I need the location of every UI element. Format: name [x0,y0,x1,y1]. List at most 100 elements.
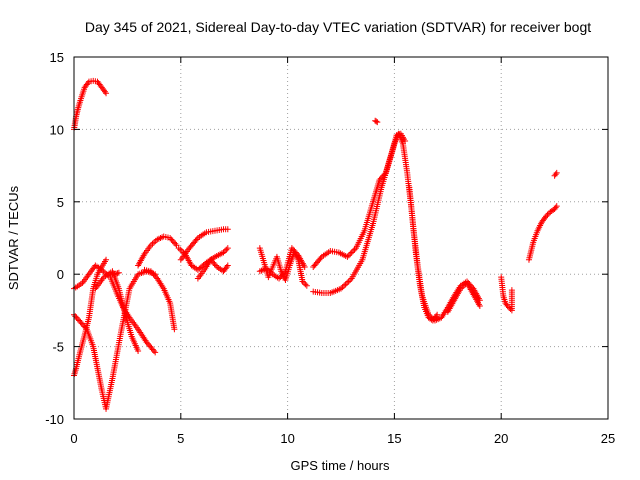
data-point [223,263,230,270]
series-arc-u [551,169,560,179]
series-arc-m [256,245,308,282]
series-arc-c [71,268,159,412]
data-point [279,271,286,278]
data-point [135,347,142,354]
data-point [223,246,230,253]
series-arc-k [194,256,231,282]
data-point [78,320,85,327]
data-point [147,268,154,275]
data-point [212,262,219,269]
data-point [347,250,354,257]
data-point [172,240,179,247]
data-point [506,304,513,311]
data-point [73,314,80,321]
y-tick-label: -10 [45,412,64,427]
series-arc-o [310,130,441,324]
data-point [348,249,355,256]
y-tick-label: 15 [50,50,64,65]
y-axis-label: SDTVAR / TECUs [6,185,21,290]
data-point [101,88,108,95]
data-point [208,258,215,265]
data-point [76,317,83,324]
data-point [84,80,91,87]
data-point [342,281,349,288]
data-point [345,252,352,259]
data-point [276,275,283,282]
data-point [552,204,559,211]
data-points [71,77,560,412]
chart-title: Day 345 of 2021, Sidereal Day-to-day VTE… [85,19,591,35]
x-tick-label: 25 [601,431,615,446]
y-tick-label: 0 [57,267,64,282]
data-point [290,246,297,253]
series-arc-b [71,256,110,379]
data-point [224,262,231,269]
data-point [153,274,160,281]
data-point [149,269,156,276]
grid [74,57,608,419]
data-point [508,287,515,294]
series-arc-h [141,266,178,333]
data-point [210,259,217,266]
data-point [300,279,307,286]
data-point [288,245,295,252]
data-point [544,211,551,218]
data-point [301,263,308,270]
data-point [344,279,351,286]
data-point [351,246,358,253]
data-point [150,347,157,354]
x-axis-label: GPS time / hours [291,458,390,473]
x-tick-label: 15 [387,431,401,446]
plot-frame [73,56,609,420]
data-point [292,249,299,256]
data-point [81,323,88,330]
data-point [293,250,300,257]
series-arc-r [444,279,483,315]
data-point [277,274,284,281]
series-arc-f [92,268,142,354]
data-point [373,118,380,125]
y-tick-label: -5 [52,340,64,355]
data-point [150,271,157,278]
series-arc-e [107,274,159,356]
data-point [302,281,309,288]
data-point [171,326,178,333]
data-point [317,255,324,262]
data-point [476,303,483,310]
data-point [193,236,200,243]
data-point [221,248,228,255]
data-point [82,324,89,331]
data-point [341,282,348,289]
data-point [350,248,357,255]
data-point [278,272,285,279]
data-point [374,119,381,126]
data-point [553,203,560,210]
x-tick-label: 0 [70,431,77,446]
data-point [291,248,298,255]
series-arc-s [498,274,515,314]
data-point [507,305,514,312]
data-point [345,278,352,285]
data-point [79,321,86,328]
data-point [207,256,214,263]
data-point [224,226,231,233]
data-point [103,90,110,97]
data-point [77,318,84,325]
data-point [168,236,175,243]
data-point [169,237,176,244]
axis-ticks: 0 5 10 15 20 25 -10 -5 0 5 10 15 [45,50,615,446]
data-point [344,253,351,260]
data-point [303,282,310,289]
data-point [434,311,441,318]
data-point [281,269,288,276]
data-point [103,256,110,263]
data-point [115,269,122,276]
series-arc-a [71,77,110,133]
data-point [220,249,227,256]
x-tick-label: 10 [280,431,294,446]
data-point [224,245,231,252]
data-point [299,278,306,285]
data-point [74,316,81,323]
series-arc-p [372,117,381,126]
